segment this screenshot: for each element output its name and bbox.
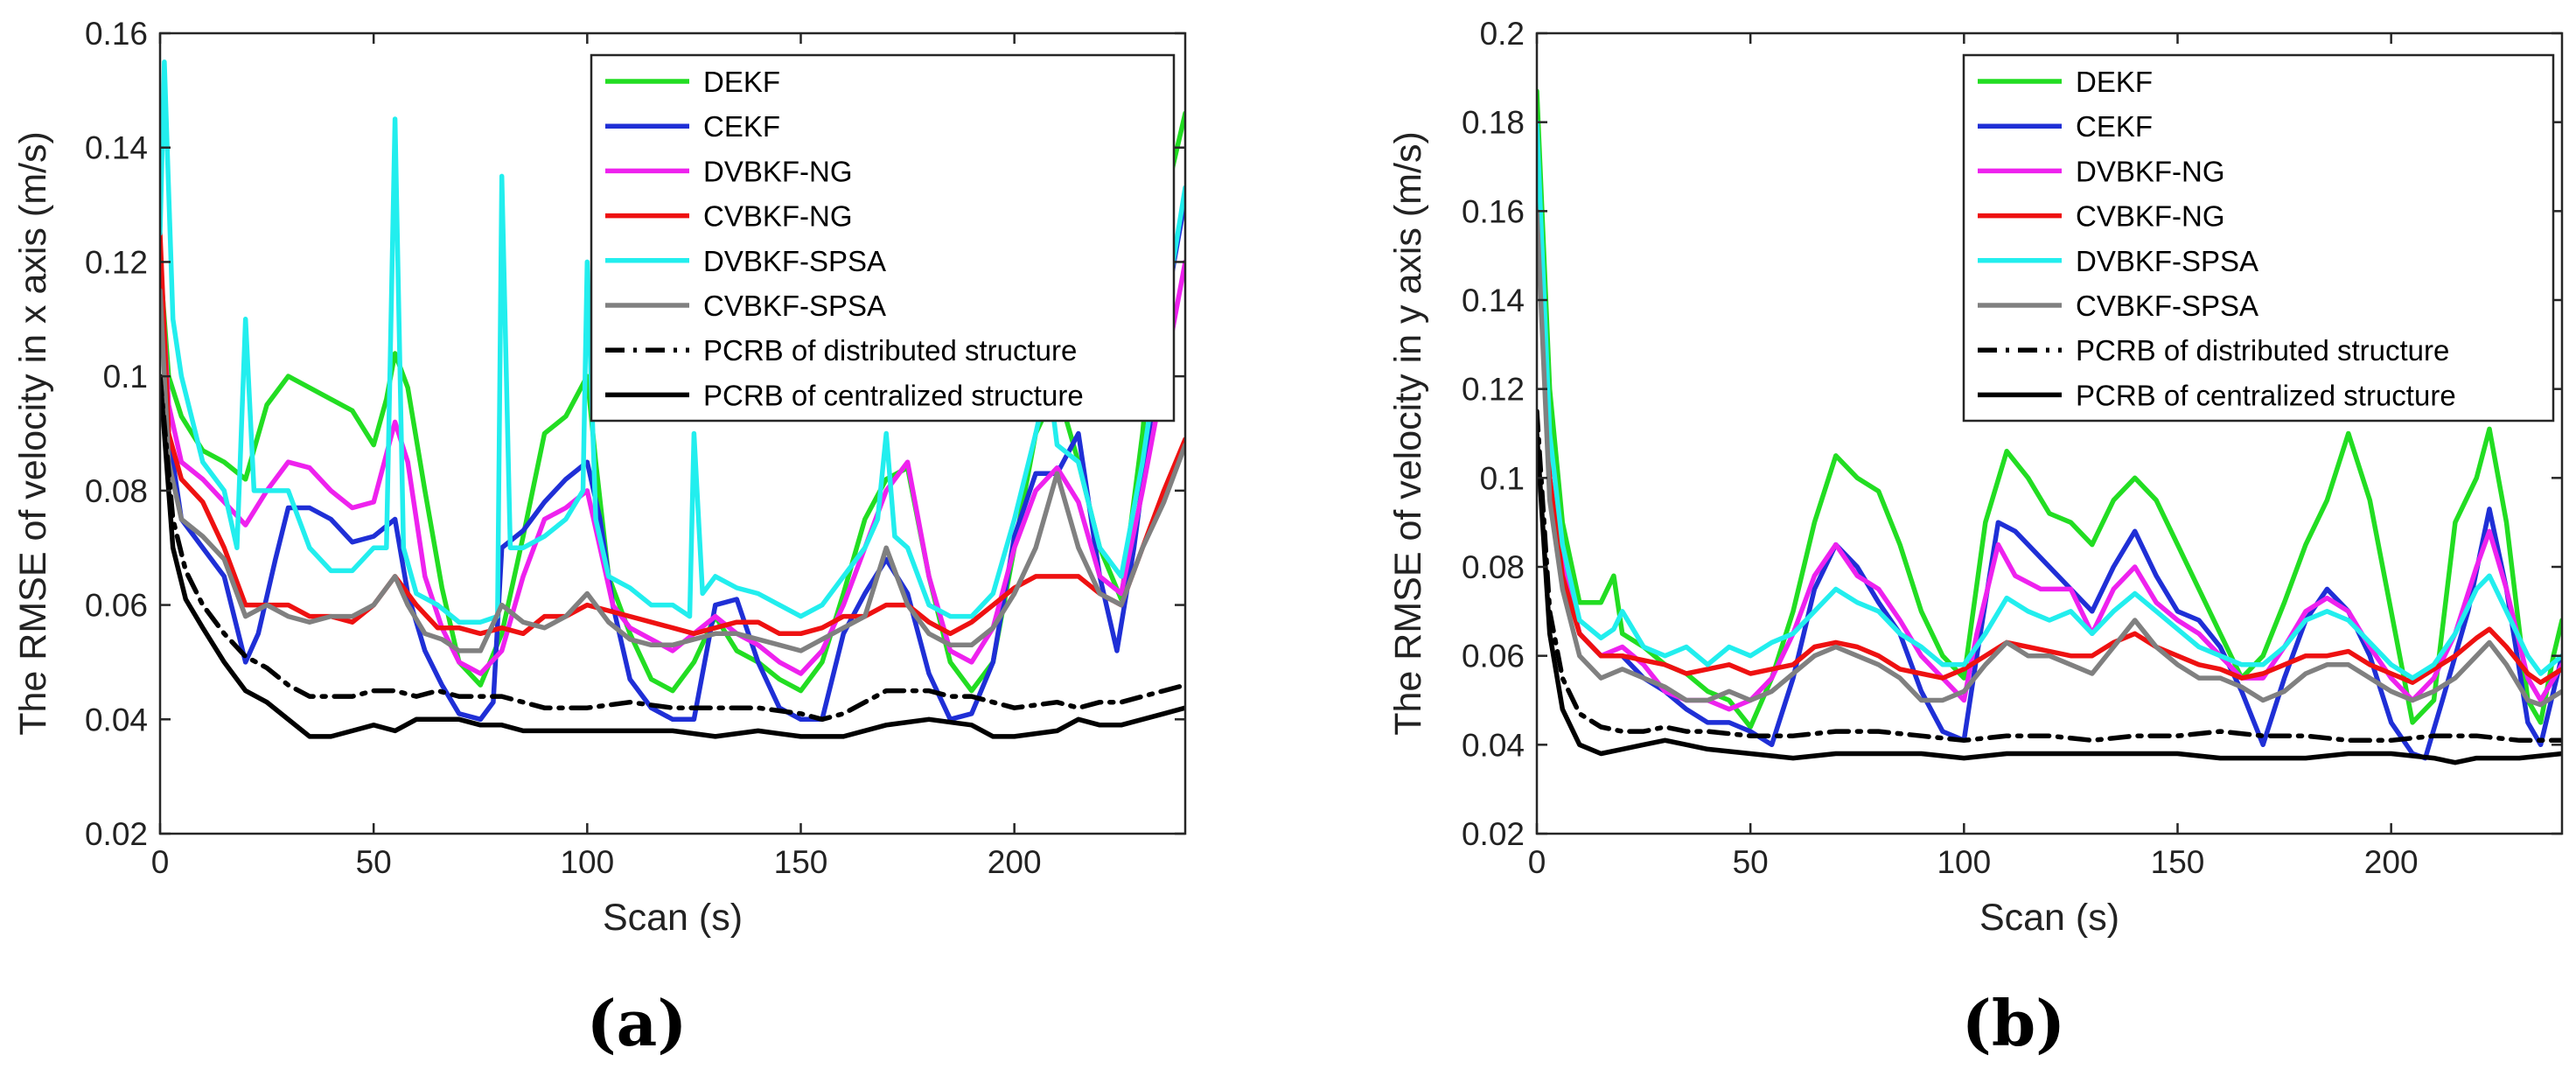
series-line-dvbkf-spsa xyxy=(1537,119,2562,681)
series-line-cekf xyxy=(1537,186,2562,761)
y-tick-label: 0.18 xyxy=(1462,105,1525,141)
series-line-cekf xyxy=(160,196,1185,723)
y-tick-label: 0.16 xyxy=(85,16,148,52)
y-tick-label: 0.08 xyxy=(1462,549,1525,585)
legend-entry: CVBKF-SPSA xyxy=(2076,290,2258,322)
legend-entry: CVBKF-NG xyxy=(703,200,853,233)
series-group xyxy=(160,59,1185,739)
axes-box xyxy=(1535,31,2564,835)
y-tick-label: 0.14 xyxy=(1462,283,1525,318)
x-tick-label: 100 xyxy=(560,844,614,880)
x-tick-label: 200 xyxy=(988,844,1042,880)
x-tick-label: 0 xyxy=(1528,844,1546,880)
y-tick-label: 0.1 xyxy=(1480,460,1525,496)
series-line-pcrb-of-distributed-structure xyxy=(160,374,1185,723)
legend-entry: DVBKF-SPSA xyxy=(2076,245,2258,277)
legend-entry: CEKF xyxy=(2076,110,2153,143)
series-line-cvbkf-spsa xyxy=(160,288,1185,653)
legend-entry: PCRB of centralized structure xyxy=(703,379,1084,411)
legend: DEKF CEKF DVBKF-NG CVBKF-NG DVBKF-SPSA CVBKF-… xyxy=(590,53,1176,423)
y-tick-label: 0.2 xyxy=(1480,16,1525,52)
legend-entry: CVBKF-SPSA xyxy=(703,290,886,322)
x-tick-label: 100 xyxy=(1937,844,1991,880)
series-line-pcrb-of-distributed-structure xyxy=(1537,409,2562,744)
panel-label: (b) xyxy=(1962,986,2065,1060)
y-tick-label: 0.04 xyxy=(85,702,148,737)
y-tick-label: 0.06 xyxy=(1462,639,1525,674)
series-line-dvbkf-spsa xyxy=(160,59,1185,625)
y-tick-label: 0.12 xyxy=(85,244,148,280)
legend: DEKF CEKF DVBKF-NG CVBKF-NG DVBKF-SPSA CVBKF-… xyxy=(1962,53,2555,423)
legend-entry: PCRB of distributed structure xyxy=(2076,334,2449,367)
series-line-pcrb-of-centralized-structure xyxy=(1537,430,2562,765)
x-tick-label: 50 xyxy=(1733,844,1769,880)
y-tick-label: 0.16 xyxy=(1462,193,1525,229)
axes-box xyxy=(158,31,1187,835)
y-tick-label: 0.06 xyxy=(85,588,148,624)
legend-entry: DEKF xyxy=(703,66,780,98)
y-tick-label: 0.02 xyxy=(85,816,148,852)
panel-label: (a) xyxy=(587,986,688,1060)
legend-entry: DVBKF-SPSA xyxy=(703,245,886,277)
x-tick-label: 150 xyxy=(2151,844,2205,880)
x-tick-label: 0 xyxy=(151,844,170,880)
series-line-pcrb-of-centralized-structure xyxy=(160,374,1185,739)
legend-entry: PCRB of centralized structure xyxy=(2076,379,2456,411)
x-axis-label: Scan (s) xyxy=(603,897,743,939)
series-line-cvbkf-spsa xyxy=(1537,208,2562,708)
y-tick-label: 0.04 xyxy=(1462,727,1525,763)
series-line-dvbkf-ng xyxy=(160,259,1185,676)
x-tick-label: 150 xyxy=(774,844,828,880)
y-tick-label: 0.08 xyxy=(85,473,148,509)
series-group xyxy=(1537,88,2562,765)
series-line-cvbkf-ng xyxy=(1537,172,2562,685)
y-axis-label: The RMSE of velocity in y axis (m/s) xyxy=(1387,131,1429,736)
x-axis-label: Scan (s) xyxy=(1979,897,2119,939)
y-tick-label: 0.02 xyxy=(1462,816,1525,852)
y-tick-label: 0.12 xyxy=(1462,372,1525,408)
legend-box xyxy=(590,53,1176,423)
legend-entry: DEKF xyxy=(2076,66,2153,98)
chart-b: 0 50 100 150 200 0.02 0.04 0.06 0.08 0.1 0.12 0.14 0… xyxy=(1387,16,2564,1060)
legend-entry: PCRB of distributed structure xyxy=(703,334,1077,367)
series-line-cvbkf-ng xyxy=(160,231,1185,637)
x-tick-label: 200 xyxy=(2364,844,2419,880)
chart-a: 0 50 100 150 200 0.02 0.04 0.06 0.08 0.1 0.12 0.14 0… xyxy=(12,16,1187,1060)
legend-entry: CEKF xyxy=(703,110,780,143)
y-tick-label: 0.14 xyxy=(85,130,148,166)
legend-box xyxy=(1962,53,2555,423)
legend-entry: DVBKF-NG xyxy=(2076,155,2225,187)
y-tick-label: 0.1 xyxy=(103,359,148,395)
x-tick-label: 50 xyxy=(356,844,392,880)
y-axis-label: The RMSE of velocity in x axis (m/s) xyxy=(12,131,54,736)
legend-entry: CVBKF-NG xyxy=(2076,200,2225,233)
legend-entry: DVBKF-NG xyxy=(703,155,853,187)
